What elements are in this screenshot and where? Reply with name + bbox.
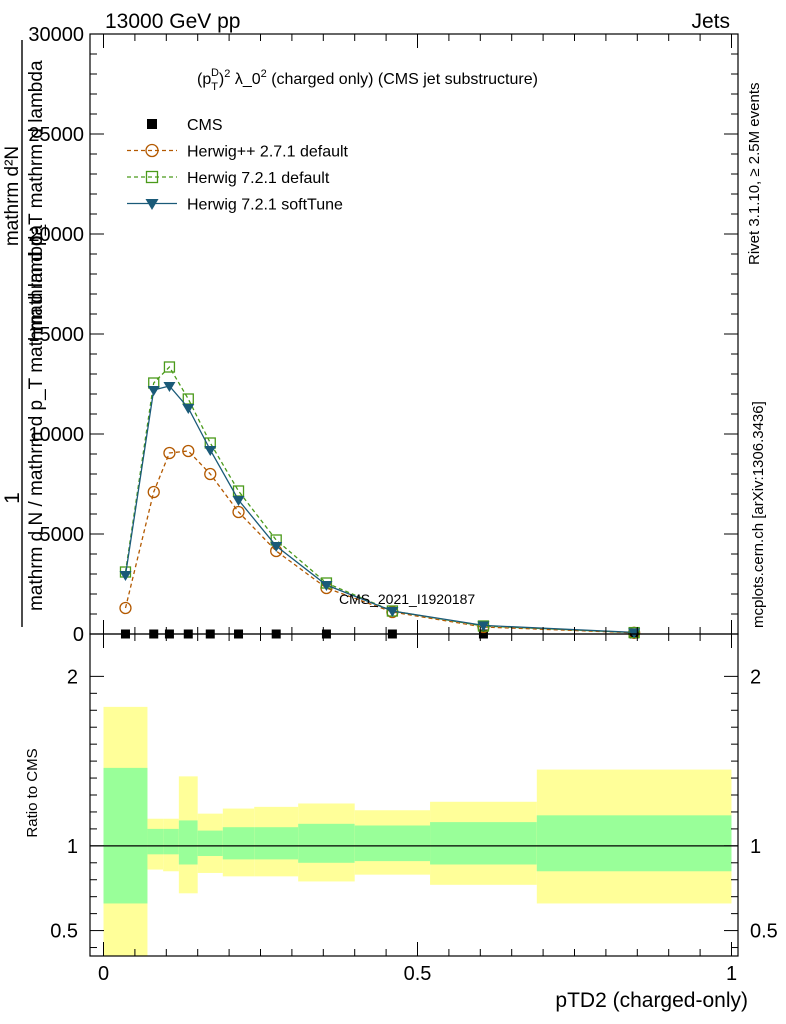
ylabel-denominator: mathrm d p_T mathrm d lambda (26, 60, 47, 331)
rivet-label: Rivet 3.1.10, ≥ 2.5M events (746, 83, 763, 266)
title-sup: D (211, 67, 219, 79)
series-point-3 (147, 386, 160, 396)
ratio-y-axis: 0.5 0.5 1 1 2 2 (50, 666, 778, 949)
ratio-bands-layer (103, 706, 732, 956)
ylabel-one: 1 (1, 492, 24, 504)
legend-label-1: Herwig++ 2.7.1 default (187, 144, 349, 161)
series-point-1 (147, 485, 160, 499)
ratio-panel: 0.5 0.51 12 2 0 0.5 1 Ratio to CMS pTD2 (char… (24, 633, 778, 1012)
ratio-inner-band (197, 830, 223, 857)
ratio-inner-band (354, 825, 431, 862)
main-y-tick-label: 25000 (28, 124, 84, 146)
title-p: (p (197, 71, 211, 88)
legend-marker-1 (145, 143, 159, 158)
legend-label-2: Herwig 7.2.1 default (187, 170, 330, 187)
series-point-3 (119, 571, 132, 581)
legend-marker-3 (145, 199, 159, 210)
main-y-tick-label: 5000 (40, 524, 85, 546)
x-axis-label: pTD2 (charged-only) (555, 989, 748, 1012)
series-point-3 (320, 581, 333, 591)
ratio-y-label: Ratio to CMS (24, 748, 41, 837)
ratio-inner-band (536, 815, 732, 872)
series-point-1 (204, 467, 217, 481)
main-y-tick-label: 10000 (28, 424, 84, 446)
series-point-3 (270, 542, 283, 552)
title-sq2: 2 (261, 68, 267, 80)
title-sq: 2 (224, 68, 230, 80)
header-right: Jets (691, 10, 730, 33)
series-point-3 (163, 382, 176, 392)
main-y-label: 1 mathrm d N / mathrm d p_T mathrm d lam… (1, 40, 47, 627)
series-point-3 (204, 446, 217, 456)
series-point-3 (232, 496, 245, 506)
title-tail: (charged only) (CMS jet substructure) (267, 71, 538, 88)
series-point-2 (163, 361, 176, 373)
series-point-1 (119, 601, 132, 615)
series-point-3 (477, 621, 490, 632)
main-y-tick-label: 20000 (28, 224, 84, 246)
ratio-y-tick-label-right: 2 (750, 666, 761, 688)
chart-title: (pTD)2 λ_02 (charged only) (CMS jet subs… (197, 67, 538, 93)
mcplots-label: mcplots.cern.ch [arXiv:1306.3436] (750, 401, 767, 628)
ratio-x-tick-label: 0 (98, 963, 109, 985)
ratio-x-tick-label: 0.5 (404, 963, 432, 985)
title-sub: T (211, 81, 218, 93)
main-series-layer (119, 361, 641, 639)
main-y-tick-label: 15000 (28, 324, 84, 346)
ratio-inner-band (147, 828, 164, 855)
ratio-y-tick-label-right: 1 (750, 836, 761, 858)
ratio-inner-band (163, 828, 179, 855)
ratio-y-tick-label-right: 0.5 (750, 921, 778, 943)
main-y-tick-label: 30000 (28, 24, 84, 46)
legend: CMS Herwig++ 2.7.1 default Herwig 7.2.1 de… (127, 117, 349, 214)
ratio-x-axis: 0 0.5 1 (98, 634, 737, 985)
series-point-1 (182, 444, 195, 458)
ratio-x-tick-label: 1 (726, 963, 737, 985)
title-rest: ) (219, 71, 224, 88)
ratio-inner-band (222, 827, 255, 860)
legend-marker-0 (147, 119, 157, 129)
ratio-inner-band (430, 822, 537, 865)
ratio-y-tick-label: 2 (67, 666, 78, 688)
ratio-inner-band (103, 767, 148, 904)
legend-label-0: CMS (187, 117, 223, 134)
series-point-2 (182, 393, 194, 405)
series-line-1 (124, 450, 635, 634)
ratio-inner-band (254, 827, 299, 860)
main-x-axis (103, 34, 732, 634)
ylabel-denominator-line: mathrm d N / mathrm d p_T mathrm d lambd… (26, 225, 47, 612)
ratio-y-tick-label: 1 (67, 836, 78, 858)
ratio-y-tick-label: 0.5 (50, 921, 78, 943)
main-y-tick-label: 0 (73, 624, 84, 646)
legend-marker-2 (145, 170, 159, 184)
ratio-inner-band (298, 823, 355, 863)
ratio-inner-band (178, 820, 198, 865)
header-left: 13000 GeV pp (105, 10, 240, 33)
main-y-axis: 0 5000 10000 15000 20000 25000 30000 (28, 24, 738, 646)
analysis-watermark: CMS_2021_I1920187 (339, 591, 475, 607)
title-mid: λ_0 (230, 71, 260, 88)
ylabel-numerator: mathrm d²N (2, 146, 23, 246)
legend-label-3: Herwig 7.2.1 softTune (187, 197, 343, 214)
series-point-3 (386, 607, 399, 617)
series-point-3 (182, 404, 195, 414)
series-point-1 (163, 446, 176, 460)
series-point-1 (232, 505, 245, 519)
